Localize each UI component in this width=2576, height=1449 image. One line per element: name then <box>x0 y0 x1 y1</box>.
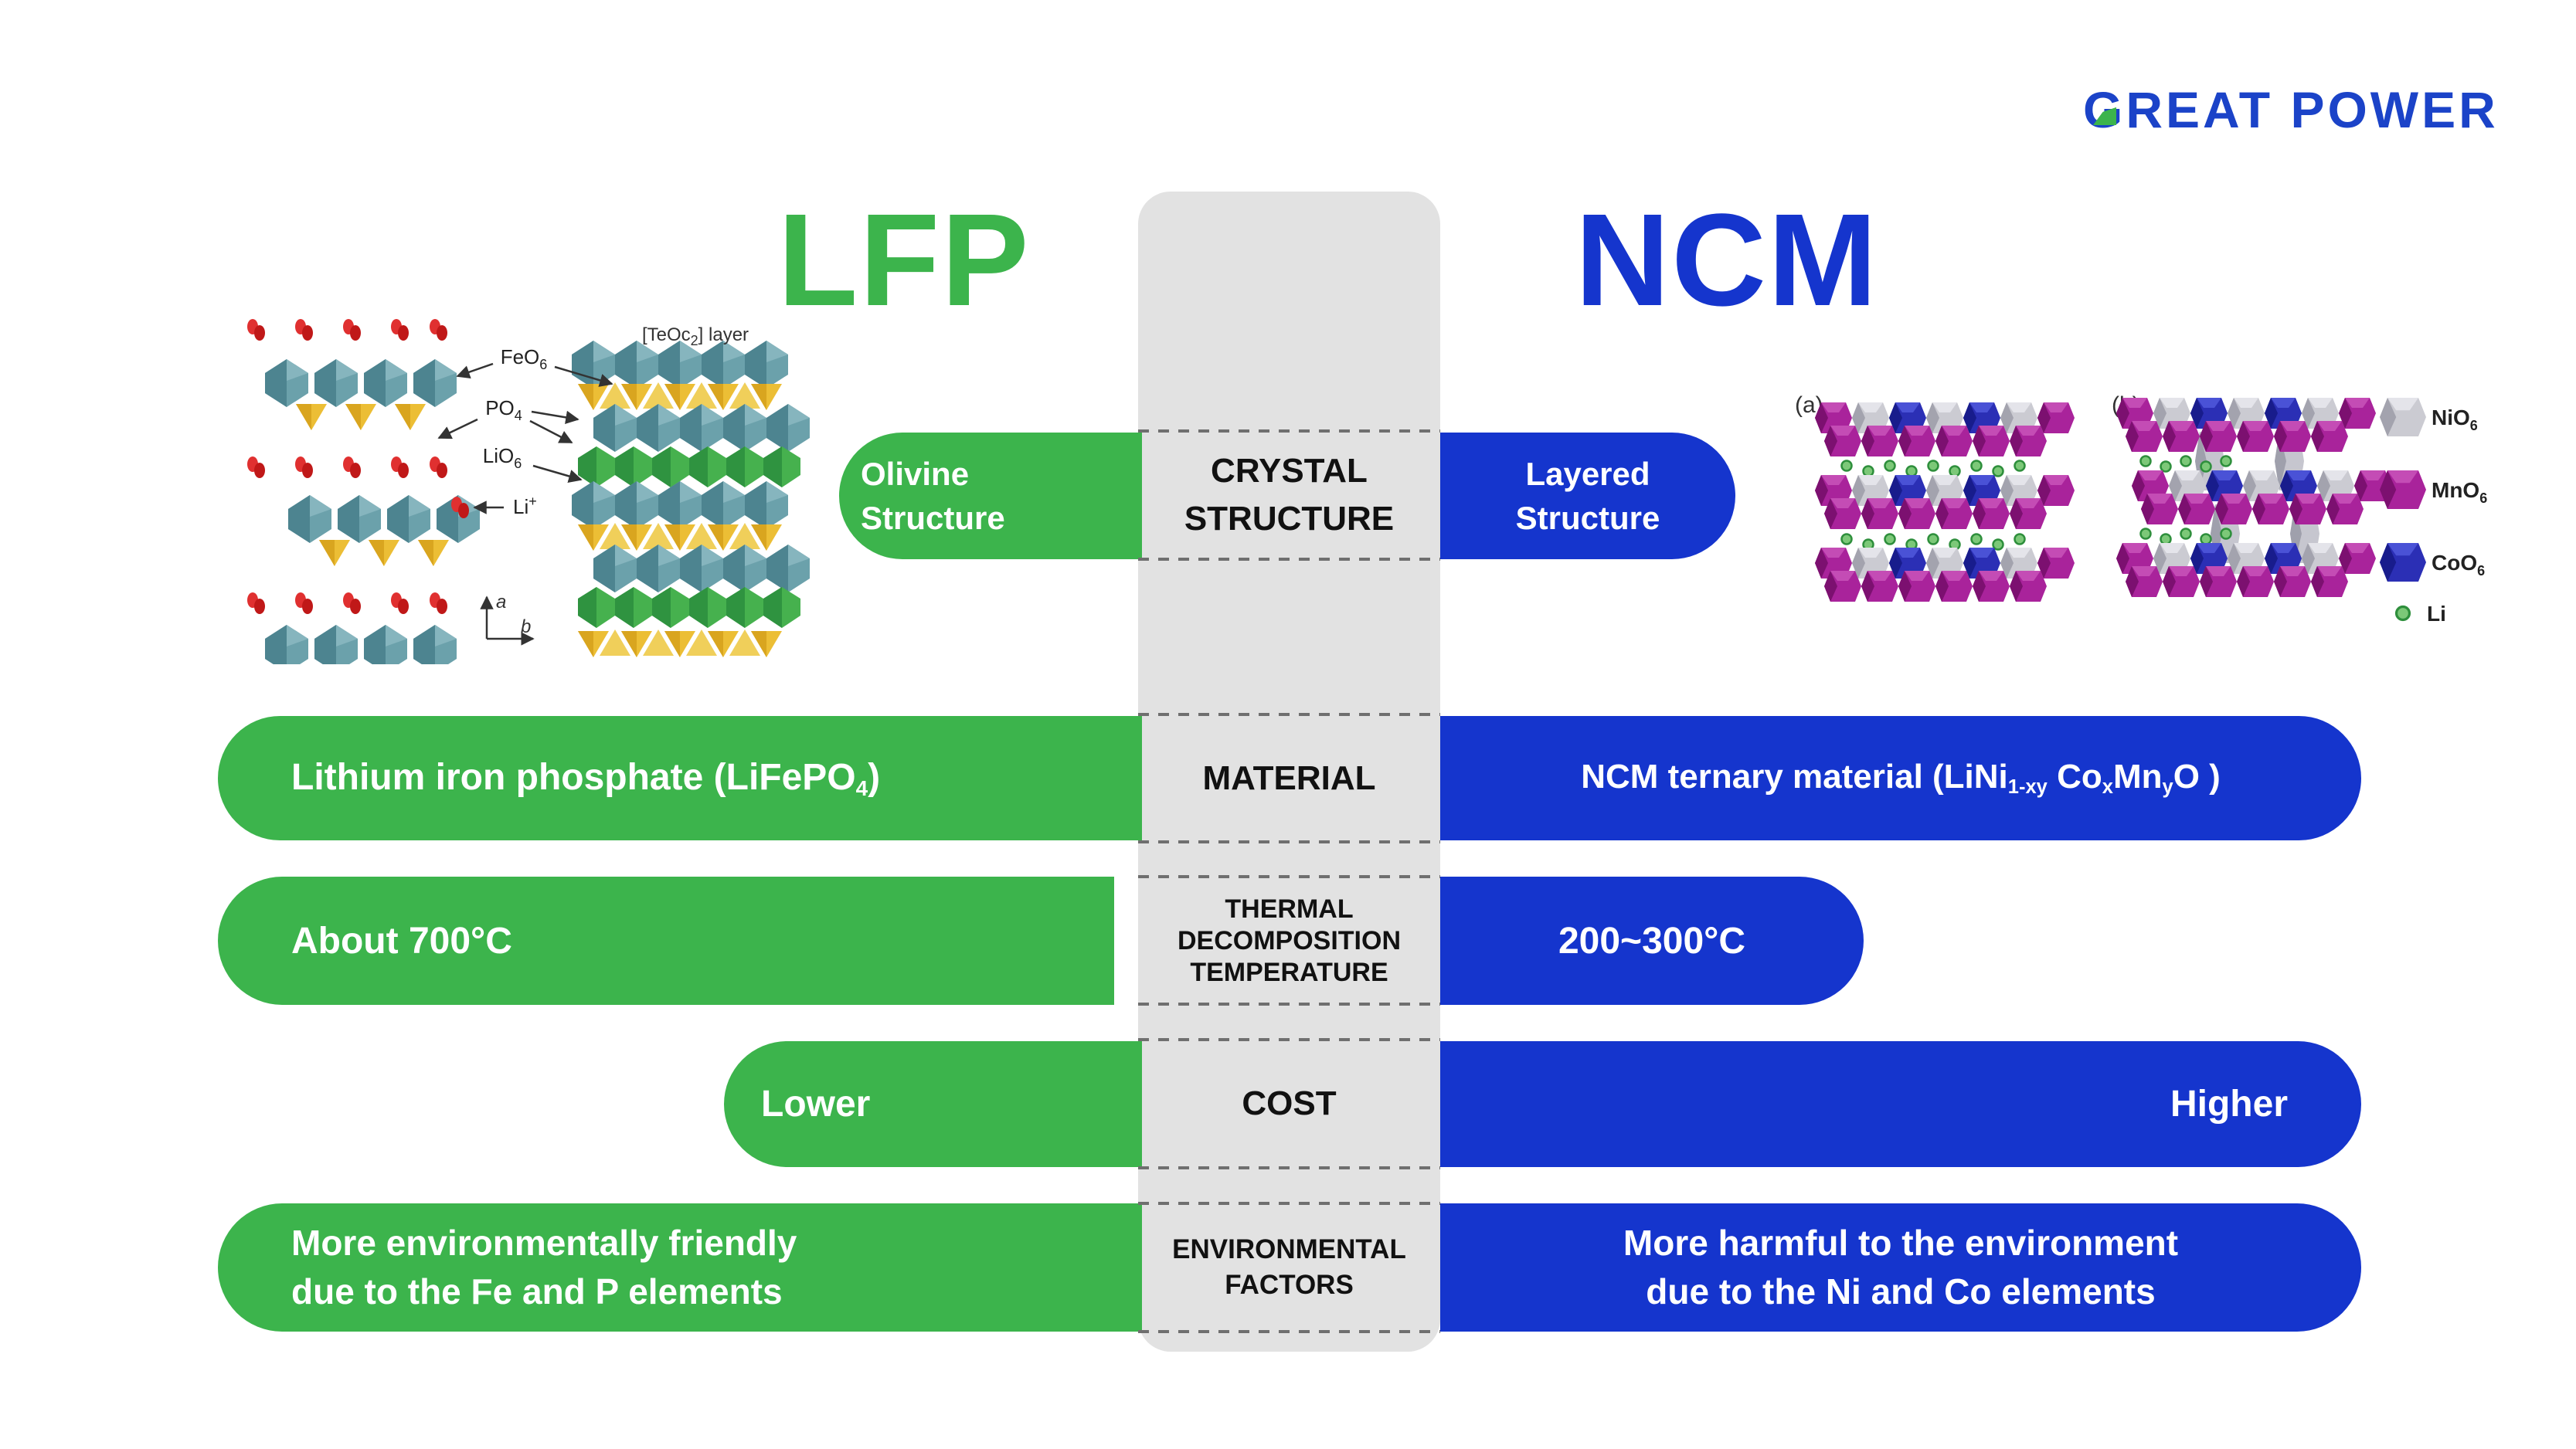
po4-label: PO4 <box>485 396 522 423</box>
ncm-material-pill: NCM ternary material (LiNi1-xy CoxMnyO ) <box>1440 716 2361 840</box>
coo6-icon <box>2380 543 2426 582</box>
ncm-thermal-pill: 200~300°C <box>1440 877 1864 1005</box>
divider <box>1138 840 1440 843</box>
category-column <box>1138 192 1440 1352</box>
lfp-environment-pill: More environmentally friendly due to the… <box>218 1203 1142 1332</box>
lfp-cost-pill: Lower <box>724 1041 1142 1167</box>
category-cost: COST <box>1242 1084 1337 1122</box>
teoc2-layer-label: [TeOc2] layer <box>642 324 749 348</box>
divider <box>1138 558 1440 561</box>
mno6-icon <box>2380 470 2426 509</box>
axis-indicator: a b <box>480 592 535 646</box>
li-icon <box>2394 605 2411 622</box>
category-thermal-decomposition-temperature: THERMAL DECOMPOSITION TEMPERATURE <box>1177 894 1402 987</box>
category-environmental-factors: ENVIRONMENTAL FACTORS <box>1172 1234 1406 1300</box>
lfp-crystal-structure-pill: Olivine Structure <box>839 433 1142 559</box>
divider <box>1138 1166 1440 1169</box>
teoc2-layer-panel <box>572 341 810 657</box>
lio6-label: LiO6 <box>483 444 522 471</box>
axis-b-label: b <box>521 616 531 637</box>
category-crystal-structure: CRYSTAL STRUCTURE <box>1184 452 1395 538</box>
legend-mno6: MnO6 <box>2432 478 2487 506</box>
legend-nio6: NiO6 <box>2432 406 2478 433</box>
ncm-panel-b <box>2116 398 2391 597</box>
nio6-icon <box>2380 398 2426 436</box>
lfp-olivine-structure-figure: [TeOc2] layer FeO6 PO4 LiO6 Li+ a b <box>232 313 827 664</box>
divider <box>1138 875 1440 878</box>
ncm-legend: NiO6 MnO6 CoO6 Li <box>2380 398 2487 626</box>
ncm-layered-structure-figure: (a) (b) NiO6 MnO6 CoO6 <box>1795 392 2487 626</box>
divider <box>1138 1330 1440 1333</box>
legend-li: Li <box>2427 602 2446 626</box>
great-power-logo: GREAT POWER <box>2083 80 2499 139</box>
ncm-environment-pill: More harmful to the environment due to t… <box>1440 1203 2361 1332</box>
divider <box>1138 713 1440 716</box>
ncm-cost-pill: Higher <box>1440 1041 2361 1167</box>
divider <box>1138 429 1440 433</box>
logo-text: GREAT POWER <box>2083 81 2499 138</box>
ncm-title: NCM <box>1575 187 1879 334</box>
lfp-title: LFP <box>777 187 1031 334</box>
divider <box>1138 1003 1440 1006</box>
olivine-lattice-panel <box>247 319 480 664</box>
divider <box>1138 1202 1440 1205</box>
divider <box>1138 1038 1440 1041</box>
ncm-panel-a <box>1815 402 2075 602</box>
ncm-crystal-structure-pill: Layered Structure <box>1440 433 1735 559</box>
lfp-material-pill: Lithium iron phosphate (LiFePO4) <box>218 716 1142 840</box>
feo6-label: FeO6 <box>501 345 548 372</box>
li-ion-label: Li+ <box>513 494 537 518</box>
lfp-thermal-pill: About 700°C <box>218 877 1114 1005</box>
axis-a-label: a <box>496 592 506 613</box>
category-material: MATERIAL <box>1202 758 1376 797</box>
legend-coo6: CoO6 <box>2432 551 2485 579</box>
